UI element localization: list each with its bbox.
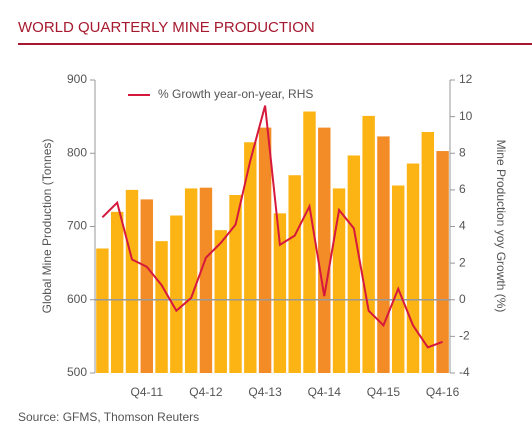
y-tick-label: 800 xyxy=(67,145,87,159)
bar xyxy=(392,185,405,373)
bar xyxy=(140,199,153,373)
bar xyxy=(170,215,183,373)
bar xyxy=(96,248,109,373)
y-tick-label: 500 xyxy=(67,365,87,379)
y2-tick-label: 4 xyxy=(459,219,466,233)
growth-line xyxy=(101,105,443,349)
x-tick-label: Q4-14 xyxy=(308,385,342,399)
source-note: Source: GFMS, Thomson Reuters xyxy=(18,410,199,424)
bar xyxy=(377,136,390,373)
bar xyxy=(155,241,168,373)
y-axis-title: Global Mine Production (Tonnes) xyxy=(40,139,54,314)
bar xyxy=(184,188,198,373)
bar xyxy=(258,127,272,373)
bar xyxy=(273,213,287,373)
bar xyxy=(244,142,257,373)
bar xyxy=(125,189,139,373)
x-tick-label: Q4-12 xyxy=(189,385,223,399)
y-tick-label: 600 xyxy=(67,292,87,306)
bar xyxy=(332,188,346,373)
y2-tick-label: 6 xyxy=(459,182,466,196)
bar xyxy=(362,115,375,373)
x-tick-label: Q4-16 xyxy=(426,385,460,399)
y2-tick-label: 0 xyxy=(459,292,466,306)
y2-tick-label: 10 xyxy=(459,109,473,123)
y2-tick-label: -4 xyxy=(459,365,470,379)
y2-axis-title: Mine Production yoy Growth (%) xyxy=(494,140,508,313)
bar xyxy=(347,155,361,373)
bar xyxy=(436,151,449,373)
y-tick-label: 900 xyxy=(67,72,87,86)
bar xyxy=(214,230,227,373)
bar xyxy=(421,132,435,373)
y2-tick-label: -2 xyxy=(459,329,470,343)
y2-tick-label: 8 xyxy=(459,145,466,159)
x-tick-label: Q4-11 xyxy=(131,385,164,399)
bar xyxy=(406,163,420,373)
y2-tick-label: 12 xyxy=(459,72,473,86)
bar xyxy=(229,195,242,373)
bar xyxy=(288,175,301,373)
x-tick-label: Q4-13 xyxy=(248,385,282,399)
x-tick-label: Q4-15 xyxy=(367,385,401,399)
bar xyxy=(199,187,213,373)
bar xyxy=(318,127,331,373)
bar xyxy=(110,211,124,373)
legend-label: % Growth year-on-year, RHS xyxy=(158,87,313,101)
y-tick-label: 700 xyxy=(67,219,87,233)
bar xyxy=(303,111,316,373)
y2-tick-label: 2 xyxy=(459,255,466,269)
chart-title: WORLD QUARTERLY MINE PRODUCTION xyxy=(18,19,315,36)
